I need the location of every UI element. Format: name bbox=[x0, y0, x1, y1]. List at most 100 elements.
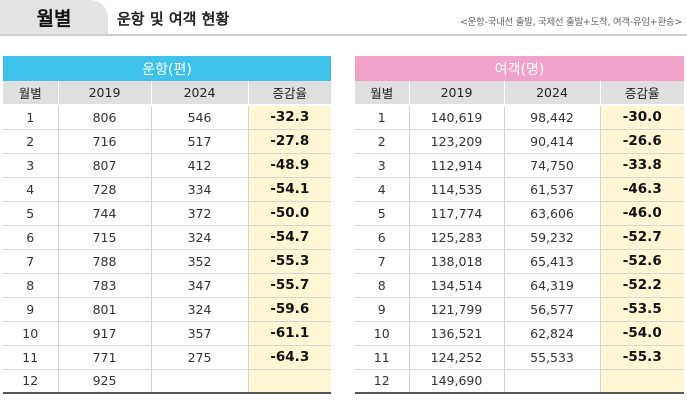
table-row: 2 716 517 -27.8 bbox=[3, 129, 332, 154]
cell-year-2024: 63,606 bbox=[504, 201, 601, 226]
cell-year-2019: 917 bbox=[58, 321, 152, 346]
cell-change-rate: -52.2 bbox=[600, 273, 685, 298]
cell-year-2024: 352 bbox=[151, 249, 249, 274]
cell-month: 10 bbox=[3, 321, 59, 346]
column-header-month: 월별 bbox=[3, 81, 59, 106]
table-row: 10 917 357 -61.1 bbox=[3, 321, 332, 346]
cell-year-2019: 140,619 bbox=[409, 105, 505, 130]
cell-change-rate: -54.1 bbox=[248, 177, 332, 202]
cell-month: 8 bbox=[355, 273, 410, 298]
column-header-month: 월별 bbox=[355, 81, 410, 106]
cell-year-2024: 65,413 bbox=[504, 249, 601, 274]
column-header-change-rate: 증감율 bbox=[248, 81, 332, 106]
cell-change-rate: -64.3 bbox=[248, 345, 332, 370]
cell-month: 5 bbox=[355, 201, 410, 226]
cell-month: 2 bbox=[3, 129, 59, 154]
cell-change-rate: -46.3 bbox=[600, 177, 685, 202]
cell-month: 2 bbox=[355, 129, 410, 154]
cell-month: 10 bbox=[355, 321, 410, 346]
cell-change-rate: -52.6 bbox=[600, 249, 685, 274]
cell-month: 9 bbox=[355, 297, 410, 322]
cell-month: 12 bbox=[3, 369, 59, 394]
cell-month: 8 bbox=[3, 273, 59, 298]
page-title: 운항 및 여객 현황 bbox=[117, 10, 230, 28]
cell-year-2024: 74,750 bbox=[504, 153, 601, 178]
cell-month: 11 bbox=[355, 345, 410, 370]
cell-change-rate: -52.7 bbox=[600, 225, 685, 250]
cell-year-2019: 114,535 bbox=[409, 177, 505, 202]
operations-column-headers: 월별 2019 2024 증감율 bbox=[3, 81, 332, 106]
table-row: 11 771 275 -64.3 bbox=[3, 345, 332, 370]
operations-group-header: 운항(편) bbox=[3, 56, 332, 81]
cell-change-rate: -26.6 bbox=[600, 129, 685, 154]
table-row: 10 136,521 62,824 -54.0 bbox=[355, 321, 685, 346]
cell-year-2019: 806 bbox=[58, 105, 152, 130]
cell-year-2024: 55,533 bbox=[504, 345, 601, 370]
table-row: 9 801 324 -59.6 bbox=[3, 297, 332, 322]
cell-change-rate: -27.8 bbox=[248, 129, 332, 154]
cell-change-rate: -59.6 bbox=[248, 297, 332, 322]
operations-body: 1 806 546 -32.3 2 716 517 -27.8 3 807 412 -48.9 4 728… bbox=[3, 105, 332, 394]
cell-year-2024: 324 bbox=[151, 225, 249, 250]
cell-year-2019: 138,018 bbox=[409, 249, 505, 274]
table-row: 8 783 347 -55.7 bbox=[3, 273, 332, 298]
cell-year-2019: 125,283 bbox=[409, 225, 505, 250]
cell-year-2019: 925 bbox=[58, 369, 152, 394]
cell-year-2024: 275 bbox=[151, 345, 249, 370]
column-header-year-2024: 2024 bbox=[151, 81, 249, 106]
cell-year-2024: 90,414 bbox=[504, 129, 601, 154]
table-row: 7 788 352 -55.3 bbox=[3, 249, 332, 274]
cell-month: 9 bbox=[3, 297, 59, 322]
cell-month: 4 bbox=[355, 177, 410, 202]
table-row: 4 114,535 61,537 -46.3 bbox=[355, 177, 685, 202]
cell-month: 6 bbox=[355, 225, 410, 250]
cell-change-rate: -55.3 bbox=[248, 249, 332, 274]
cell-year-2024: 98,442 bbox=[504, 105, 601, 130]
table-row: 6 715 324 -54.7 bbox=[3, 225, 332, 250]
cell-year-2019: 149,690 bbox=[409, 369, 505, 394]
cell-year-2019: 112,914 bbox=[409, 153, 505, 178]
table-row: 12 925 bbox=[3, 369, 332, 394]
cell-change-rate: -61.1 bbox=[248, 321, 332, 346]
cell-month: 7 bbox=[355, 249, 410, 274]
cell-change-rate: -33.8 bbox=[600, 153, 685, 178]
passengers-table: 여객(명) 월별 2019 2024 증감율 1 140,619 98,442 -30.0 2… bbox=[355, 56, 685, 394]
cell-change-rate: -53.5 bbox=[600, 297, 685, 322]
cell-change-rate: -54.0 bbox=[600, 321, 685, 346]
passengers-body: 1 140,619 98,442 -30.0 2 123,209 90,414 -26.6 3 1… bbox=[355, 105, 685, 394]
table-row: 3 807 412 -48.9 bbox=[3, 153, 332, 178]
table-row: 12 149,690 bbox=[355, 369, 685, 394]
cell-year-2024: 412 bbox=[151, 153, 249, 178]
cell-year-2019: 771 bbox=[58, 345, 152, 370]
table-row: 3 112,914 74,750 -33.8 bbox=[355, 153, 685, 178]
column-header-year-2019: 2019 bbox=[409, 81, 505, 106]
cell-change-rate bbox=[248, 369, 332, 394]
cell-year-2024: 56,577 bbox=[504, 297, 601, 322]
passengers-group-header: 여객(명) bbox=[355, 56, 685, 81]
cell-change-rate: -55.3 bbox=[600, 345, 685, 370]
cell-year-2019: 728 bbox=[58, 177, 152, 202]
cell-year-2019: 783 bbox=[58, 273, 152, 298]
header-note: <운항-국내선 출발, 국제선 출발+도착, 여객-유임+환승> bbox=[459, 17, 682, 28]
cell-year-2024: 372 bbox=[151, 201, 249, 226]
table-row: 9 121,799 56,577 -53.5 bbox=[355, 297, 685, 322]
cell-year-2019: 123,209 bbox=[409, 129, 505, 154]
cell-year-2024: 357 bbox=[151, 321, 249, 346]
cell-change-rate: -55.7 bbox=[248, 273, 332, 298]
section-tab-label: 월별 bbox=[36, 7, 72, 30]
cell-year-2019: 788 bbox=[58, 249, 152, 274]
cell-month: 12 bbox=[355, 369, 410, 394]
cell-change-rate: -32.3 bbox=[248, 105, 332, 130]
table-row: 2 123,209 90,414 -26.6 bbox=[355, 129, 685, 154]
cell-year-2024 bbox=[151, 369, 249, 394]
cell-year-2024: 324 bbox=[151, 297, 249, 322]
table-row: 1 806 546 -32.3 bbox=[3, 105, 332, 130]
cell-year-2024: 517 bbox=[151, 129, 249, 154]
header-divider bbox=[0, 34, 687, 36]
cell-year-2019: 807 bbox=[58, 153, 152, 178]
cell-change-rate: -30.0 bbox=[600, 105, 685, 130]
table-row: 4 728 334 -54.1 bbox=[3, 177, 332, 202]
cell-month: 1 bbox=[3, 105, 59, 130]
passengers-column-headers: 월별 2019 2024 증감율 bbox=[355, 81, 685, 106]
cell-year-2019: 117,774 bbox=[409, 201, 505, 226]
